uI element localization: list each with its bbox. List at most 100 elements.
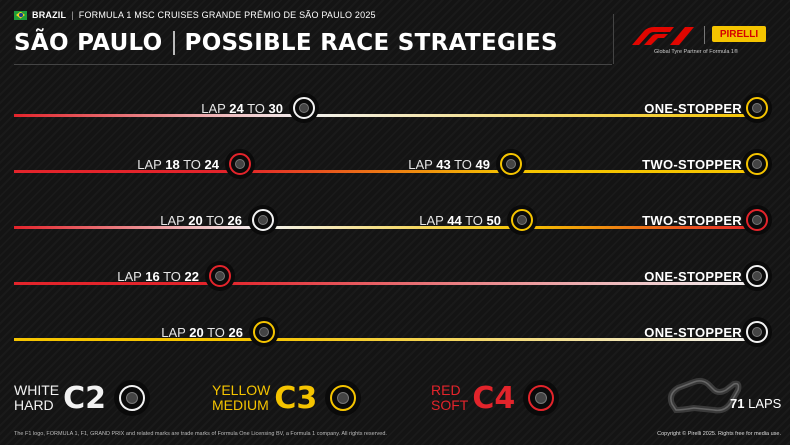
partner-text: Global Tyre Partner of Formula 1® [654,49,739,55]
legend-hardness: SOFT [431,397,469,413]
legend-hardness: HARD [14,397,54,413]
lap-to: 26 [227,213,242,228]
lap-from: 24 [229,101,244,116]
legend-label: RED SOFT [431,383,468,413]
final-tyre-icon [742,93,772,123]
stint-line [14,170,240,173]
header-vertical-divider [613,14,614,64]
strategy-label: ONE-STOPPER [644,269,742,284]
legend-tyre-icon [325,380,362,416]
pit-tyre-icon [225,149,255,179]
pit-tyre-icon [507,205,537,235]
lap-word: LAP [160,213,185,228]
legend-item-soft: RED SOFT C4 [431,380,560,416]
strategy-label: TWO-STOPPER [642,157,742,172]
strategy-label: ONE-STOPPER [644,101,742,116]
lap-from: 20 [189,325,204,340]
stint-line [264,338,757,341]
legend-code: C4 [472,380,516,416]
header-divider [14,64,612,65]
legend-tyre-icon [114,380,150,416]
pit-window-label: LAP 43 TO 49 [408,157,490,172]
lap-word: LAP [137,157,162,172]
lap-from: 16 [145,269,160,284]
lap-to: 26 [228,325,243,340]
page-title: SÃO PAULO POSSIBLE RACE STRATEGIES [14,30,558,56]
lap-to: 22 [184,269,199,284]
strategy-row: LAP 18 TO 24 LAP 43 TO 49 TWO-STOPPER [0,146,790,186]
lap-word: LAP [201,101,226,116]
strategy-label: TWO-STOPPER [642,213,742,228]
pit-tyre-icon [205,261,235,291]
event-name: FORMULA 1 MSC CRUISES GRANDE PRÊMIO DE S… [78,10,376,20]
stint-line [14,114,304,117]
strategy-row: LAP 16 TO 22 ONE-STOPPER [0,258,790,298]
pit-tyre-icon [248,205,278,235]
title-location: SÃO PAULO [14,30,163,56]
stint-line [14,226,263,229]
stint-line [304,114,757,117]
final-tyre-icon [742,317,772,347]
title-divider [172,31,175,55]
lap-to: 30 [268,101,283,116]
stint-line [14,338,264,341]
lap-to-word: TO [183,157,201,172]
lap-to-word: TO [454,157,472,172]
strategy-row: LAP 20 TO 26 ONE-STOPPER [0,314,790,354]
lap-word: LAP [117,269,142,284]
legend-code: C3 [274,380,318,416]
legend-item-medium: YELLOW MEDIUM C3 [212,380,362,416]
brazil-flag-icon [14,10,27,20]
strategy-row: LAP 24 TO 30 ONE-STOPPER [0,90,790,130]
stint-line [522,226,757,229]
stint-line [240,170,511,173]
lap-word: LAP [419,213,444,228]
race-laps: 71 LAPS [730,396,781,411]
pit-window-label: LAP 16 TO 22 [117,269,199,284]
stint-line [14,282,220,285]
title-subject: POSSIBLE RACE STRATEGIES [184,30,558,56]
country-name: BRAZIL [32,10,67,20]
lap-from: 18 [165,157,180,172]
lap-to-word: TO [465,213,483,228]
final-tyre-icon [742,149,772,179]
pit-tyre-icon [496,149,526,179]
strategy-label: ONE-STOPPER [644,325,742,340]
pit-window-label: LAP 18 TO 24 [137,157,219,172]
legend-tyre-icon [523,380,560,416]
laps-number: 71 [730,396,745,411]
pirelli-logo: PIRELLI [712,26,766,42]
circuit-map-icon [667,377,742,414]
lap-to-word: TO [206,213,224,228]
pit-tyre-icon [289,93,319,123]
lap-from: 43 [436,157,451,172]
final-tyre-icon [742,261,772,291]
legend-label: WHITE HARD [14,383,59,413]
lap-to: 50 [486,213,501,228]
footer-legal: The F1 logo, FORMULA 1, F1, GRAND PRIX a… [14,431,387,437]
pit-window-label: LAP 44 TO 50 [419,213,501,228]
footer-copyright: Copyright © Pirelli 2025. Rights free fo… [657,431,781,437]
event-topline: BRAZIL | FORMULA 1 MSC CRUISES GRANDE PR… [14,10,376,20]
lap-from: 20 [188,213,203,228]
stint-line [263,226,522,229]
final-tyre-icon [742,205,772,235]
lap-word: LAP [408,157,433,172]
f1-logo-icon [632,27,694,45]
logo-separator [704,26,705,44]
pit-tyre-icon [249,317,279,347]
separator: | [71,10,74,20]
lap-to: 24 [204,157,219,172]
legend-color-name: WHITE [14,382,60,398]
lap-to-word: TO [163,269,181,284]
lap-from: 44 [447,213,462,228]
laps-word: LAPS [748,396,782,411]
pit-window-label: LAP 24 TO 30 [201,101,283,116]
legend-code: C2 [63,380,106,416]
stint-line [511,170,757,173]
lap-to: 49 [475,157,490,172]
lap-to-word: TO [247,101,265,116]
legend-color-name: RED [431,382,461,398]
lap-word: LAP [161,325,186,340]
lap-to-word: TO [207,325,225,340]
